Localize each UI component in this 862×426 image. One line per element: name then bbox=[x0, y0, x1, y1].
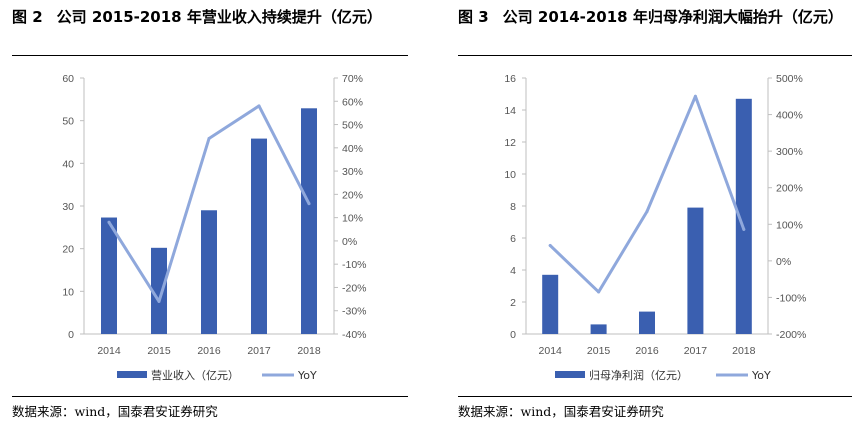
yoy-point-2015 bbox=[597, 290, 601, 294]
bar-2018 bbox=[301, 108, 317, 334]
x-tick-label: 2018 bbox=[297, 345, 321, 357]
y-right-tick-label: 500% bbox=[776, 73, 803, 85]
yoy-point-2016 bbox=[645, 209, 649, 213]
title-divider bbox=[12, 55, 408, 56]
yoy-point-2014 bbox=[548, 243, 552, 247]
y-right-tick-label: 300% bbox=[776, 146, 803, 158]
x-tick-label: 2015 bbox=[147, 345, 171, 357]
y-right-tick-label: -30% bbox=[342, 306, 367, 318]
legend-swatch-bar bbox=[117, 371, 147, 378]
y-left-tick-label: 0 bbox=[510, 329, 516, 341]
bar-2014 bbox=[101, 217, 117, 334]
y-left-tick-label: 40 bbox=[62, 158, 74, 170]
yoy-point-2015 bbox=[157, 299, 161, 303]
y-left-tick-label: 10 bbox=[504, 169, 516, 181]
bar-2016 bbox=[201, 210, 217, 334]
yoy-point-2017 bbox=[257, 104, 261, 108]
yoy-line bbox=[548, 94, 746, 294]
yoy-point-2016 bbox=[207, 137, 211, 141]
y-left-tick-label: 4 bbox=[510, 265, 516, 277]
yoy-point-2017 bbox=[693, 94, 697, 98]
y-left-tick-label: 60 bbox=[62, 73, 74, 85]
x-tick-label: 2016 bbox=[635, 345, 659, 357]
y-left-tick-label: 10 bbox=[62, 286, 74, 298]
bar-2015 bbox=[151, 247, 167, 334]
y-right-tick-label: 0% bbox=[342, 236, 357, 248]
chart-title: 图 3 公司 2014-2018 年归母净利润大幅抬升（亿元） bbox=[458, 6, 852, 28]
net-profit-chart: 0 2 4 6 8 10 12 14 16 -200% -100% 0% 100% 200% 300% 400… bbox=[504, 73, 806, 382]
source-note: 数据来源：wind，国泰君安证券研究 bbox=[458, 404, 664, 419]
chart-title-text: 公司 2014-2018 年归母净利润大幅抬升（亿元） bbox=[502, 8, 843, 26]
y-right-tick-label: -100% bbox=[776, 292, 806, 304]
y-left-tick-label: 16 bbox=[504, 73, 516, 85]
x-tick-label: 2014 bbox=[97, 345, 121, 357]
chart-title-text: 公司 2015-2018 年营业收入持续提升（亿元） bbox=[56, 8, 382, 26]
bar-2018 bbox=[735, 98, 752, 334]
y-right-tick-label: 60% bbox=[342, 96, 363, 108]
legend-label-line: YoY bbox=[751, 369, 771, 382]
bar-2017 bbox=[251, 138, 267, 334]
yoy-point-2014 bbox=[107, 220, 111, 224]
x-tick-label: 2017 bbox=[684, 345, 708, 357]
y-left-tick-label: 8 bbox=[510, 201, 516, 213]
bar-2016 bbox=[639, 311, 655, 334]
figure-label: 图 3 bbox=[458, 8, 489, 26]
y-right-tick-label: 400% bbox=[776, 110, 803, 122]
y-left-tick-label: 30 bbox=[62, 201, 74, 213]
y-right-tick-label: 100% bbox=[776, 219, 803, 231]
bar-2014 bbox=[542, 274, 559, 334]
source-divider bbox=[458, 396, 852, 397]
y-right-tick-label: 50% bbox=[342, 120, 363, 132]
y-right-tick-label: 10% bbox=[342, 213, 363, 225]
y-right-tick-label: 70% bbox=[342, 73, 363, 85]
legend-label-line: YoY bbox=[297, 369, 317, 382]
y-left-tick-label: 0 bbox=[68, 329, 74, 341]
y-left-tick-label: 14 bbox=[504, 105, 516, 117]
revenue-chart: 0 10 20 30 40 50 60 -40% -30% -20% -10% 0% 10% 20% 30%… bbox=[62, 73, 367, 382]
bar-2017 bbox=[687, 207, 704, 334]
y-left-tick-label: 20 bbox=[62, 244, 74, 256]
bar-2015 bbox=[590, 324, 607, 334]
figure-label: 图 2 bbox=[12, 8, 43, 26]
chart-title: 图 2 公司 2015-2018 年营业收入持续提升（亿元） bbox=[12, 6, 408, 28]
y-left-tick-label: 2 bbox=[510, 297, 516, 309]
y-right-tick-label: 40% bbox=[342, 143, 363, 155]
y-right-tick-label: 30% bbox=[342, 166, 363, 178]
legend-label-bar: 归母净利润（亿元） bbox=[589, 368, 688, 382]
y-left-tick-label: 6 bbox=[510, 233, 516, 245]
y-right-tick-label: -20% bbox=[342, 282, 367, 294]
source-divider bbox=[12, 396, 408, 397]
legend-label-bar: 营业收入（亿元） bbox=[151, 368, 239, 382]
y-left-tick-label: 50 bbox=[62, 116, 74, 128]
x-tick-label: 2014 bbox=[539, 345, 563, 357]
x-tick-label: 2018 bbox=[732, 345, 756, 357]
y-right-tick-label: -40% bbox=[342, 329, 367, 341]
y-right-tick-label: -200% bbox=[776, 329, 806, 341]
x-tick-label: 2017 bbox=[247, 345, 271, 357]
y-left-tick-label: 12 bbox=[504, 137, 516, 149]
legend-swatch-bar bbox=[555, 371, 585, 378]
y-right-tick-label: -10% bbox=[342, 259, 367, 271]
x-tick-label: 2016 bbox=[197, 345, 221, 357]
yoy-point-2018 bbox=[742, 227, 746, 231]
y-right-tick-label: 200% bbox=[776, 183, 803, 195]
y-right-tick-label: 20% bbox=[342, 189, 363, 201]
yoy-point-2018 bbox=[307, 202, 311, 206]
x-tick-label: 2015 bbox=[587, 345, 611, 357]
y-right-tick-label: 0% bbox=[776, 256, 791, 268]
source-note: 数据来源：wind，国泰君安证券研究 bbox=[12, 404, 218, 419]
title-divider bbox=[458, 55, 852, 56]
